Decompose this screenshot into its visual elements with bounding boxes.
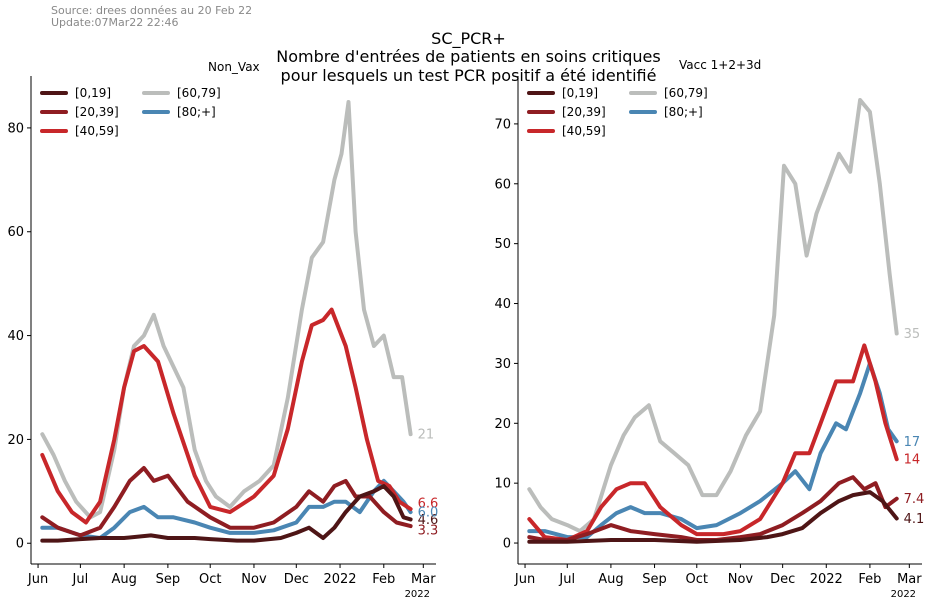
series-line--0-19-: [527, 490, 899, 544]
legend-item-20-39: [20,39]: [527, 102, 629, 121]
left-panel-title: Non_Vax: [208, 60, 260, 74]
legend-swatch: [142, 109, 170, 114]
legend-label: [80;+]: [664, 104, 703, 119]
series-line--60-79-: [40, 100, 413, 520]
legend-swatch: [527, 128, 555, 133]
legend-label: [20,39]: [562, 104, 606, 119]
legend-label: [0,19]: [75, 85, 112, 100]
x-tick-label: Jul: [558, 572, 575, 587]
x-tick-label: 2022: [323, 572, 356, 587]
legend-swatch: [142, 90, 170, 95]
y-tick-label: 40: [7, 329, 24, 344]
legend-swatch: [629, 109, 657, 114]
x-tick-label: Oct: [686, 572, 708, 587]
end-value-label: 7.4: [904, 492, 925, 507]
x-tick-label: Nov: [241, 572, 267, 587]
x-tick-label: Mar: [411, 572, 436, 587]
legend-item-0-19: [0,19]: [40, 83, 142, 102]
y-tick-label: 70: [494, 117, 511, 132]
x-tick-label: Aug: [111, 572, 136, 587]
y-tick-label: 30: [494, 357, 511, 372]
main-title-line-1: SC_PCR+: [431, 29, 506, 48]
legend-label: [60,79]: [177, 85, 221, 100]
legend-label: [0,19]: [562, 85, 599, 100]
x-tick-label: Sep: [156, 572, 181, 587]
end-value-label: 17: [904, 435, 921, 450]
end-value-label: 35: [904, 327, 921, 342]
legend-swatch: [40, 128, 68, 133]
y-tick-label: 60: [494, 177, 511, 192]
legend-label: [40,59]: [75, 123, 119, 138]
update-text: Update:07Mar22 22:46: [51, 16, 179, 29]
legend-swatch: [527, 90, 555, 95]
x-tick-label: Oct: [199, 572, 221, 587]
legend-label: [40,59]: [562, 123, 606, 138]
x-tick-label: Jun: [27, 572, 48, 587]
y-tick-label: 80: [7, 121, 24, 136]
legend-item-60-79: [60,79]: [142, 83, 242, 102]
legend-label: [60,79]: [664, 85, 708, 100]
legend-item-40-59: [40,59]: [40, 121, 142, 140]
end-value-label: 6.6: [418, 496, 439, 511]
x-tick-label: Aug: [598, 572, 623, 587]
x-tick-label: Dec: [284, 572, 309, 587]
end-value-label: 14: [904, 453, 921, 468]
end-value-label: 6.0: [418, 506, 439, 521]
legend-item-20-39: [20,39]: [40, 102, 142, 121]
y-tick-label: 20: [7, 433, 24, 448]
main-title-line-3: pour lesquels un test PCR positif a été …: [280, 66, 657, 85]
legend-item-80-plus: [80;+]: [142, 102, 242, 121]
legend-label: [20,39]: [75, 104, 119, 119]
legend-label: [80;+]: [177, 104, 216, 119]
right-legend: [0,19] [60,79] [20,39] [80;+] [40,59]: [527, 83, 729, 140]
series-line--0-19-: [40, 484, 413, 543]
series-line--40-59-: [40, 307, 413, 525]
x-tick-label: Sep: [642, 572, 667, 587]
y-tick-label: 60: [7, 225, 24, 240]
y-tick-label: 50: [494, 237, 511, 252]
y-tick-label: 10: [494, 477, 511, 492]
x-tick-label: Jun: [514, 572, 535, 587]
right-panel-title: Vacc 1+2+3d: [679, 58, 762, 72]
x-tick-label: Jul: [72, 572, 89, 587]
y-tick-label: 0: [16, 537, 24, 552]
y-tick-label: 0: [503, 537, 511, 552]
legend-item-60-79: [60,79]: [629, 83, 729, 102]
main-title-line-2: Nombre d'entrées de patients en soins cr…: [276, 47, 661, 66]
legend-item-80-plus: [80;+]: [629, 102, 729, 121]
x-year-label: 2022: [405, 589, 430, 600]
legend-swatch: [527, 109, 555, 114]
x-tick-label: Dec: [770, 572, 795, 587]
series-line--20-39-: [527, 475, 899, 542]
legend-item-0-19: [0,19]: [527, 83, 629, 102]
end-value-label: 4.1: [904, 512, 925, 527]
legend-item-40-59: [40,59]: [527, 121, 629, 140]
y-tick-label: 40: [494, 297, 511, 312]
legend-swatch: [40, 109, 68, 114]
end-value-label: 21: [418, 428, 435, 443]
source-text: Source: drees données au 20 Feb 22: [51, 4, 253, 17]
x-tick-label: Mar: [897, 572, 922, 587]
x-tick-label: 2022: [810, 572, 843, 587]
series-line--80-: [527, 361, 899, 540]
end-value-label: 3.3: [418, 524, 439, 539]
x-year-label: 2022: [891, 589, 916, 600]
y-tick-label: 20: [494, 417, 511, 432]
legend-swatch: [40, 90, 68, 95]
left-legend: [0,19] [60,79] [20,39] [80;+] [40,59]: [40, 83, 242, 140]
legend-swatch: [629, 90, 657, 95]
x-tick-label: Feb: [858, 572, 881, 587]
end-value-label: 4.6: [418, 513, 439, 528]
x-tick-label: Nov: [728, 572, 754, 587]
series-line--60-79-: [527, 98, 899, 534]
x-tick-label: Feb: [372, 572, 395, 587]
series-line--40-59-: [527, 343, 899, 542]
